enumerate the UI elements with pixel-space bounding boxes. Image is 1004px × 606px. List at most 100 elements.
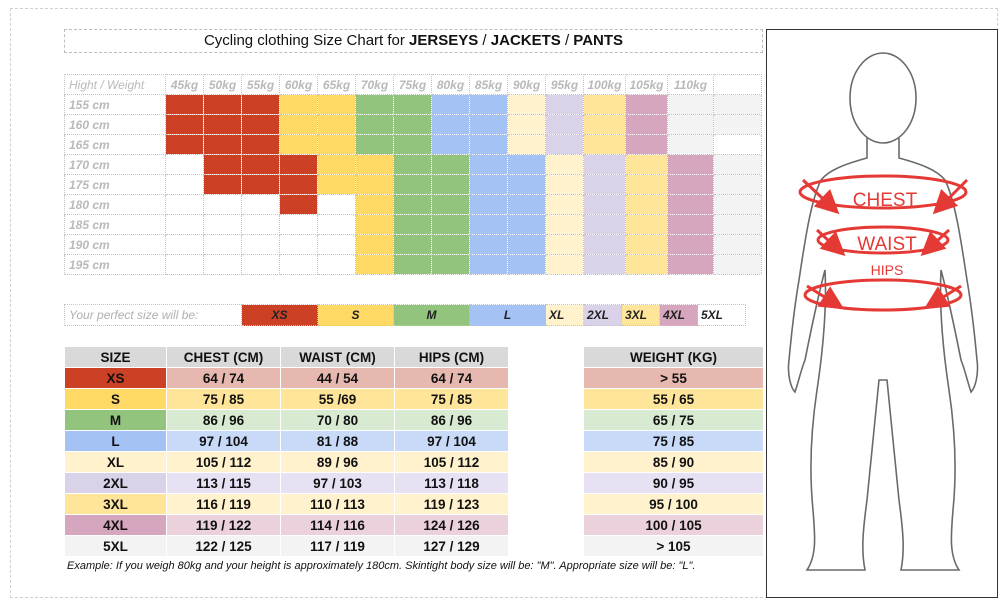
grid-cell — [241, 194, 280, 215]
weight-header: 50kg — [203, 74, 242, 95]
weight-header: 95kg — [545, 74, 584, 95]
grid-cell — [317, 154, 356, 175]
grid-cell — [431, 214, 470, 235]
grid-cell — [713, 134, 762, 155]
grid-cell — [583, 254, 626, 275]
grid-cell — [545, 214, 584, 235]
grid-cell — [279, 154, 318, 175]
body-figure: CHEST WAIST HIPS — [766, 29, 998, 598]
weight-table: WEIGHT (KG) > 55 55 / 65 65 / 75 75 / 85 85 /… — [583, 346, 764, 557]
measure-row: XS 64 / 74 44 / 54 64 / 74 — [64, 367, 509, 389]
example-note: Example: If you weigh 80kg and your heig… — [67, 560, 696, 572]
measure-cell: 70 / 80 — [280, 409, 395, 431]
grid-cell — [203, 154, 242, 175]
grid-cell — [317, 114, 356, 135]
grid-cell — [355, 94, 394, 115]
weight-cell: > 105 — [583, 535, 764, 557]
height-label: 195 cm — [64, 254, 166, 275]
grid-cell — [279, 134, 318, 155]
grid-cell — [713, 254, 762, 275]
grid-cell — [241, 94, 280, 115]
weight-cell: > 55 — [583, 367, 764, 389]
grid-cell — [667, 234, 714, 255]
grid-cell — [625, 134, 668, 155]
grid-cell — [545, 194, 584, 215]
grid-cell — [713, 234, 762, 255]
measure-cell: 55 /69 — [280, 388, 395, 410]
grid-cell — [431, 114, 470, 135]
grid-cell — [469, 154, 508, 175]
grid-cell — [625, 154, 668, 175]
grid-cell — [667, 254, 714, 275]
perfect-size-swatch: M — [393, 304, 470, 326]
weight-header: 55kg — [241, 74, 280, 95]
grid-cell — [355, 174, 394, 195]
grid-cell — [507, 154, 546, 175]
weight-row: 95 / 100 — [583, 493, 764, 515]
grid-cell — [355, 114, 394, 135]
grid-cell — [507, 194, 546, 215]
grid-corner-label: Hight / Weight — [64, 74, 166, 95]
perfect-size-bar: Your perfect size will be: XS S M L XL 2XL 3XL 4… — [64, 304, 746, 326]
weight-header: 75kg — [393, 74, 432, 95]
weight-header: 70kg — [355, 74, 394, 95]
grid-cell — [203, 194, 242, 215]
grid-cell — [583, 114, 626, 135]
measure-header: CHEST (CM) — [166, 346, 281, 368]
grid-cell — [279, 234, 318, 255]
grid-cell — [667, 194, 714, 215]
grid-cell — [583, 214, 626, 235]
measure-cell: 105 / 112 — [166, 451, 281, 473]
perfect-size-swatch: XS — [241, 304, 318, 326]
grid-row: 185 cm — [64, 214, 762, 235]
grid-row: 165 cm — [64, 134, 762, 155]
weight-row: > 105 — [583, 535, 764, 557]
grid-cell — [431, 254, 470, 275]
grid-cell — [713, 194, 762, 215]
weight-header: 110kg — [667, 74, 714, 95]
grid-cell — [507, 254, 546, 275]
measure-cell: 116 / 119 — [166, 493, 281, 515]
height-label: 190 cm — [64, 234, 166, 255]
measure-row: L 97 / 104 81 / 88 97 / 104 — [64, 430, 509, 452]
size-grid: Hight / Weight 45kg 50kg 55kg 60kg 65kg 70kg 75… — [64, 74, 762, 275]
grid-cell — [279, 254, 318, 275]
grid-cell — [317, 94, 356, 115]
measure-cell: 81 / 88 — [280, 430, 395, 452]
grid-cell — [393, 234, 432, 255]
grid-cell — [393, 194, 432, 215]
weight-header: WEIGHT (KG) — [583, 346, 764, 368]
grid-cell — [469, 114, 508, 135]
grid-cell — [241, 214, 280, 235]
grid-cell — [469, 94, 508, 115]
measure-row: 5XL 122 / 125 117 / 119 127 / 129 — [64, 535, 509, 557]
grid-cell — [667, 94, 714, 115]
grid-cell — [317, 194, 356, 215]
measurements-table: SIZE CHEST (CM) WAIST (CM) HIPS (CM) XS 64 / … — [64, 346, 509, 557]
measure-loops — [798, 174, 968, 312]
grid-cell — [545, 254, 584, 275]
grid-cell — [393, 174, 432, 195]
perfect-size-swatch: 5XL — [697, 304, 746, 326]
grid-cell — [165, 94, 204, 115]
grid-cell — [203, 214, 242, 235]
measure-cell: 86 / 96 — [166, 409, 281, 431]
weight-row: 75 / 85 — [583, 430, 764, 452]
measure-cell: 64 / 74 — [166, 367, 281, 389]
measure-cell: 105 / 112 — [394, 451, 509, 473]
silhouette-outline — [787, 52, 979, 571]
grid-cell — [625, 254, 668, 275]
grid-row: 175 cm — [64, 174, 762, 195]
measure-cell: 114 / 116 — [280, 514, 395, 536]
grid-cell — [203, 254, 242, 275]
weight-header: 100kg — [583, 74, 626, 95]
size-cell: 4XL — [64, 514, 167, 536]
measure-row: 4XL 119 / 122 114 / 116 124 / 126 — [64, 514, 509, 536]
grid-cell — [545, 94, 584, 115]
grid-cell — [165, 254, 204, 275]
grid-cell — [507, 94, 546, 115]
perfect-size-swatch: 4XL — [659, 304, 698, 326]
grid-cell — [165, 134, 204, 155]
height-label: 155 cm — [64, 94, 166, 115]
grid-cell — [431, 174, 470, 195]
